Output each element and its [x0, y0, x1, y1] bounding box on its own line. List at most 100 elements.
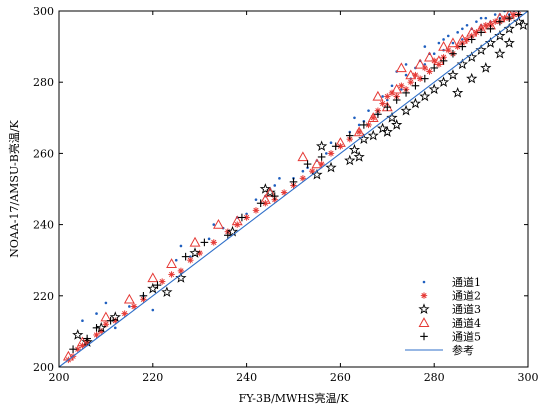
series-4-point — [100, 311, 112, 322]
series-1-point — [278, 177, 281, 180]
series-5-point — [238, 213, 246, 222]
series-3-point — [466, 72, 478, 84]
legend-swatch-2 — [420, 292, 428, 299]
series-3-point — [161, 286, 173, 298]
x-tick-label: 280 — [424, 371, 445, 384]
series-4-point — [123, 293, 135, 304]
series-1-point — [325, 152, 328, 155]
series-5-point — [200, 238, 209, 247]
x-axis-label: FY-3B/MWHS亮温/K — [239, 391, 350, 405]
series-2-point — [102, 321, 110, 328]
y-tick-label: 240 — [33, 219, 54, 232]
series-2-point — [280, 189, 288, 196]
series-2-point — [327, 150, 335, 157]
series-1-point — [432, 52, 436, 56]
series-4-point — [405, 69, 417, 80]
series-4-point — [414, 58, 426, 69]
series-4-point — [438, 40, 450, 51]
series-5 — [69, 11, 523, 353]
series-5-point — [477, 28, 485, 37]
series-1-point — [212, 223, 216, 226]
series-4-point — [213, 218, 224, 229]
series-5-point — [317, 153, 326, 161]
series-3-point — [109, 311, 121, 322]
series-1-point — [465, 23, 469, 27]
series-4-point — [353, 126, 365, 137]
series-5-point — [392, 96, 401, 104]
series-5-point — [139, 292, 148, 300]
series-2-point — [210, 239, 217, 246]
series-1-point — [113, 326, 117, 330]
series-5-point — [411, 81, 420, 90]
series-5-point — [514, 11, 523, 19]
series-1-point — [381, 95, 384, 98]
series-3-point — [400, 104, 412, 116]
series-4-point — [391, 83, 403, 94]
series-1-point — [189, 255, 192, 258]
legend-label: 通道1 — [452, 275, 481, 289]
series-1-point — [174, 258, 178, 262]
series-1-point — [357, 123, 361, 127]
series-5-point — [505, 14, 514, 22]
y-tick-label: 200 — [33, 361, 54, 374]
series-1-point — [423, 63, 427, 66]
y-tick-label: 220 — [33, 290, 54, 303]
series-2-point — [309, 168, 316, 175]
series-4-point — [311, 158, 323, 169]
series-4-point — [147, 272, 159, 283]
series-1-point — [329, 141, 333, 145]
legend-label: 通道2 — [452, 289, 481, 303]
series-1-point — [475, 20, 478, 23]
series-4-point — [367, 112, 379, 122]
series-1-point — [95, 312, 98, 315]
series-1-point — [479, 16, 483, 20]
series-1-point — [301, 169, 305, 173]
series-3-point — [147, 282, 159, 294]
series-4-point — [231, 215, 243, 226]
series-1-point — [446, 34, 450, 38]
series-1-point — [390, 84, 394, 88]
series-5-point — [458, 42, 467, 51]
series-1-point — [128, 305, 131, 308]
series-4-point — [264, 186, 276, 197]
series-3-point — [189, 247, 201, 258]
series-5-point — [439, 57, 448, 65]
series-5-point — [360, 121, 368, 129]
series-1-point — [404, 63, 408, 66]
series-3-point — [428, 83, 440, 95]
series-5-point — [467, 35, 476, 44]
series-3-point — [409, 97, 422, 109]
series-5-point — [402, 89, 410, 97]
series-3-point — [447, 69, 459, 80]
series-2-point — [398, 82, 405, 89]
series-2-point — [384, 93, 391, 100]
series-2-point — [299, 175, 307, 182]
series-1-point — [461, 27, 464, 31]
series-2-point — [93, 331, 100, 339]
legend-label: 参考 — [452, 343, 474, 357]
series-5-point — [181, 252, 190, 261]
series-5-point — [496, 17, 504, 26]
series-3-point — [391, 119, 403, 130]
series-3-point — [517, 19, 528, 31]
series-2-point — [426, 68, 433, 75]
series-5-point — [92, 324, 101, 332]
series-1-point — [400, 88, 403, 91]
series-1-point — [442, 38, 445, 41]
series-5-point — [421, 74, 429, 83]
series-4-point — [166, 258, 178, 268]
series-3-point — [437, 76, 450, 87]
series-1-point — [273, 184, 277, 187]
y-tick-label: 300 — [33, 5, 54, 18]
series-1-point — [484, 16, 488, 20]
series-4-point — [297, 151, 309, 162]
series-5-point — [430, 64, 438, 72]
series-3-point — [226, 225, 239, 237]
series-4-point — [334, 137, 346, 147]
series-2-point — [158, 278, 166, 285]
series-1-point — [423, 45, 427, 48]
series-3-point — [494, 47, 506, 59]
series-2-point — [187, 257, 194, 264]
